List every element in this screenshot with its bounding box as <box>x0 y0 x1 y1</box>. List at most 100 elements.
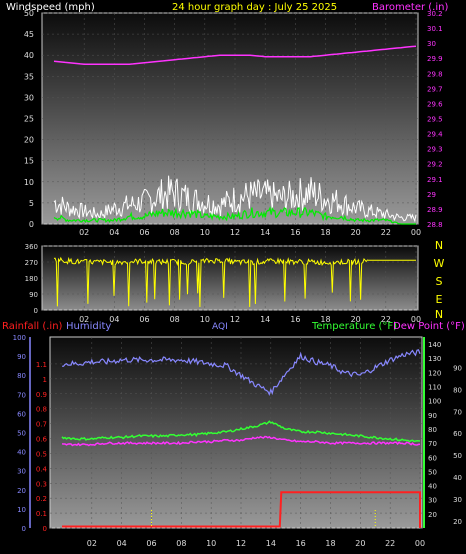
temperature-tick-label: 100 <box>428 398 441 406</box>
grid-lines <box>42 12 422 529</box>
humidity-tick-label: 80 <box>17 372 26 380</box>
humidity-line <box>61 349 421 397</box>
baro-tick-label: 30 <box>427 40 436 48</box>
humidity-tick-label: 60 <box>17 410 26 418</box>
wind-axis-label: Windspeed (mph) <box>6 2 95 13</box>
x-tick-label: 22 <box>381 228 391 237</box>
right-tick-label: 70 <box>453 408 462 416</box>
x-tick-label: 16 <box>290 315 300 324</box>
direction-tick-label: 360 <box>25 243 38 251</box>
rain-tick-label: 0.9 <box>36 391 47 399</box>
wind-gust-line <box>53 175 417 223</box>
right-tick-label: 40 <box>453 474 462 482</box>
wind-tick-label: 5 <box>29 199 34 208</box>
temperature-panel <box>49 336 423 529</box>
wind-average-line <box>53 206 416 225</box>
x-tick-label: 18 <box>325 539 335 548</box>
direction-tick-label: 180 <box>25 275 38 283</box>
x-tick-label: 10 <box>200 228 210 237</box>
x-tick-label: 02 <box>79 228 89 237</box>
x-tick-label: 16 <box>290 228 300 237</box>
x-tick-label: 02 <box>79 315 89 324</box>
humidity-tick-label: 40 <box>17 449 26 457</box>
x-tick-label: 04 <box>117 539 127 548</box>
x-tick-label: 08 <box>170 315 180 324</box>
compass-label-n-bottom: N <box>435 308 443 321</box>
baro-tick-label: 29.5 <box>427 116 443 124</box>
humidity-tick-label: 10 <box>17 506 26 514</box>
humidity-legend: Humidity <box>66 321 111 332</box>
x-tick-label: 06 <box>139 315 149 324</box>
rain-tick-label: 0.3 <box>36 480 47 488</box>
dewpoint-line <box>61 435 421 447</box>
humidity-tick-label: 0 <box>22 525 26 533</box>
humidity-tick-label: 70 <box>17 391 26 399</box>
rain-tick-label: 0 <box>43 525 47 533</box>
dewpoint-legend: Dew Point (°F) <box>393 321 465 332</box>
barometer-line <box>53 45 417 65</box>
wind-tick-label: 25 <box>24 115 34 124</box>
x-tick-label: 00 <box>411 315 421 324</box>
x-tick-label: 06 <box>146 539 156 548</box>
x-tick-label: 14 <box>260 228 270 237</box>
wind-tick-label: 45 <box>24 30 34 39</box>
wind-panel <box>41 12 419 225</box>
temperature-tick-label: 60 <box>428 454 437 462</box>
right-tick-label: 90 <box>453 364 462 372</box>
humidity-tick-label: 30 <box>17 468 26 476</box>
right-tick-label: 80 <box>453 386 462 394</box>
compass-label-w: W <box>434 257 445 270</box>
wind-tick-label: 10 <box>24 178 34 187</box>
x-tick-label: 08 <box>170 228 180 237</box>
x-tick-label: 22 <box>381 315 391 324</box>
wind-tick-label: 15 <box>24 157 34 166</box>
right-tick-label: 60 <box>453 430 462 438</box>
rain-tick-label: 0.4 <box>36 465 48 473</box>
temperature-tick-label: 90 <box>428 412 437 420</box>
x-tick-label: 08 <box>176 539 186 548</box>
rain-tick-label: 0.7 <box>36 421 47 429</box>
baro-tick-label: 29.1 <box>427 176 443 184</box>
data-series <box>53 45 421 528</box>
wind-tick-label: 35 <box>24 72 34 81</box>
temperature-tick-label: 120 <box>428 369 441 377</box>
temperature-tick-label: 20 <box>428 511 437 519</box>
compass-label-e: E <box>436 293 443 306</box>
temperature-tick-label: 80 <box>428 426 437 434</box>
direction-tick-label: 90 <box>29 291 38 299</box>
x-tick-label: 20 <box>355 539 365 548</box>
wind-tick-label: 30 <box>24 93 34 102</box>
humidity-tick-label: 20 <box>17 487 26 495</box>
temperature-tick-label: 50 <box>428 468 437 476</box>
baro-tick-label: 29.9 <box>427 55 443 63</box>
x-tick-label: 00 <box>411 228 421 237</box>
direction-tick-label: 0 <box>34 307 38 315</box>
rain-tick-label: 0.6 <box>36 436 48 444</box>
temperature-tick-label: 70 <box>428 440 437 448</box>
baro-tick-label: 29.7 <box>427 85 443 93</box>
direction-tick-label: 270 <box>25 259 38 267</box>
x-tick-label: 14 <box>260 315 270 324</box>
x-tick-label: 10 <box>206 539 216 548</box>
barometer-axis-label: Barometer (.in) <box>372 2 448 13</box>
x-tick-label: 12 <box>230 315 240 324</box>
wind-tick-label: 40 <box>24 51 34 60</box>
right-tick-label: 20 <box>453 518 462 526</box>
baro-tick-label: 29.4 <box>427 131 443 139</box>
right-tick-label: 30 <box>453 496 462 504</box>
baro-tick-label: 30.2 <box>427 10 443 18</box>
x-tick-label: 16 <box>296 539 306 548</box>
x-tick-label: 06 <box>139 228 149 237</box>
wind-direction-line <box>53 256 416 308</box>
baro-tick-label: 29 <box>427 191 436 199</box>
x-tick-label: 04 <box>109 228 119 237</box>
baro-tick-label: 29.8 <box>427 70 443 78</box>
rain-tick-label: 0.1 <box>36 510 47 518</box>
x-tick-label: 18 <box>320 315 330 324</box>
x-tick-label: 12 <box>236 539 246 548</box>
wind-tick-label: 0 <box>29 220 34 229</box>
x-tick-label: 04 <box>109 315 119 324</box>
baro-tick-label: 30.1 <box>427 25 443 33</box>
